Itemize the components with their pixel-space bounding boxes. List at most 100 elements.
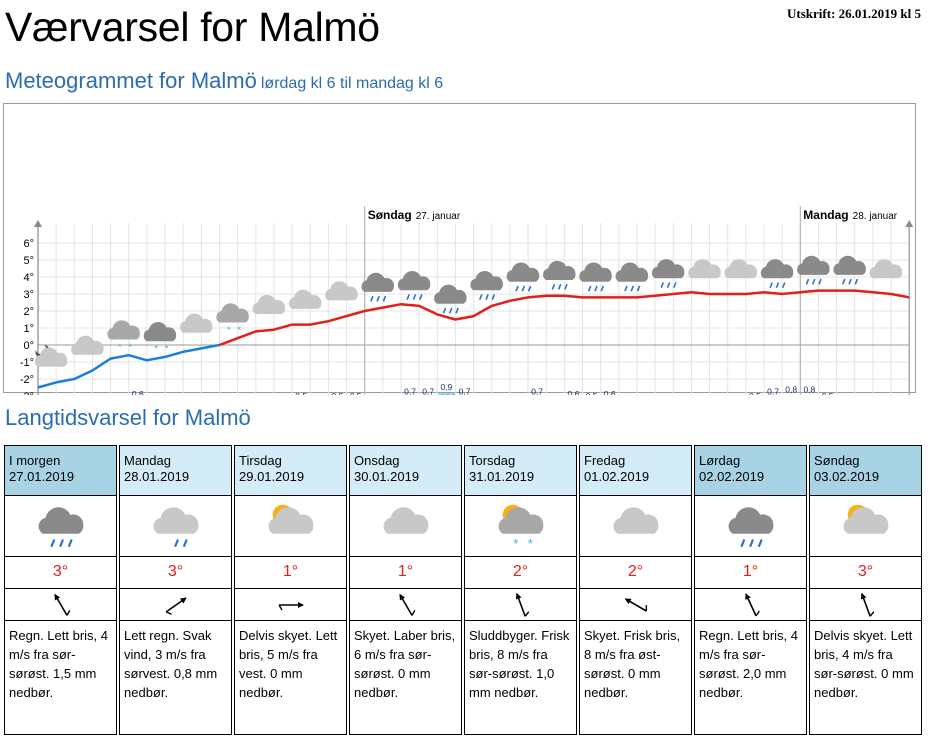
forecast-day-column: Tirsdag 29.01.2019 1° Delvis skyet. Lett … — [234, 445, 347, 735]
wind-direction — [515, 592, 529, 617]
y-tick-label: -3° — [20, 391, 34, 395]
cloud-icon — [252, 294, 286, 314]
precip-max-label: 0,5 — [586, 391, 598, 395]
forecast-wind-cell — [350, 589, 461, 621]
precip-max-label: 0,7 — [531, 387, 543, 395]
wind-direction — [165, 596, 187, 615]
snowflake: * — [227, 325, 231, 336]
forecast-temperature: 2° — [580, 557, 691, 589]
forecast-day-column: I morgen 27.01.2019 3° Regn. Lett bris, 4… — [4, 445, 117, 735]
forecast-description: Delvis skyet. Lett bris, 5 m/s fra vest.… — [239, 628, 338, 700]
light-rain-icon — [153, 507, 198, 548]
forecast-temperature: 3° — [810, 557, 921, 589]
forecast-day-name: Lørdag — [699, 453, 741, 468]
cloud-icon — [869, 259, 903, 279]
forecast-description: Delvis skyet. Lett bris, 4 m/s fra sør-s… — [814, 628, 914, 700]
cloud-icon — [180, 313, 213, 333]
arrow-feather — [165, 610, 172, 615]
wind-arrow-icon — [398, 593, 415, 616]
y-tick-label: 0° — [23, 340, 34, 352]
cloud-shape — [325, 281, 358, 301]
forecast-symbol-cell — [120, 496, 231, 557]
y-tick-label: 6° — [23, 238, 34, 250]
y-tick-label: 4° — [23, 272, 34, 284]
forecast-wind-cell — [580, 589, 691, 621]
cloud-shape — [107, 320, 140, 340]
forecast-day-name: Fredag — [584, 453, 626, 468]
cloud-shape — [180, 313, 213, 333]
raindrop — [757, 539, 763, 548]
forecast-description: Skyet. Frisk bris, 8 m/s fra øst-sørøst.… — [584, 628, 681, 700]
raindrop — [748, 539, 754, 548]
cloud-shape — [579, 262, 612, 282]
forecast-symbol-cell — [695, 496, 806, 557]
cloud-shape — [252, 294, 286, 314]
raindrop — [49, 539, 55, 548]
forecast-day-header: Fredag 01.02.2019 — [580, 446, 691, 496]
raindrop — [376, 295, 380, 302]
raindrop — [769, 282, 773, 289]
forecast-date: 03.02.2019 — [814, 469, 880, 484]
rain-icon — [760, 259, 794, 289]
page-title: Værvarsel for Malmö — [5, 4, 380, 50]
sun-cloud-icon — [268, 504, 313, 534]
cloud-snow-icon: * * — [107, 320, 140, 353]
raindrop — [491, 294, 496, 300]
precip-max-label: 0,7 — [767, 387, 779, 395]
cloud-icon — [71, 335, 104, 355]
precip-max-label: 0,5 — [332, 391, 344, 395]
y-tick-label: 3° — [23, 289, 34, 301]
cloud-shape — [615, 262, 649, 282]
rain-icon — [470, 271, 503, 300]
forecast-day-header: Onsdag 30.01.2019 — [350, 446, 461, 496]
wind-direction — [860, 592, 874, 617]
forecast-day-name: I morgen — [9, 453, 61, 468]
arrow-head — [179, 597, 187, 603]
wind-arrow-icon — [165, 596, 187, 615]
precip-max-label: 0,8 — [785, 384, 797, 394]
day-date: 28. januar — [853, 211, 898, 222]
forecast-symbol-cell — [810, 496, 921, 557]
y-axis-arrow-icon — [34, 220, 42, 227]
raindrop — [781, 282, 786, 289]
raindrop — [739, 539, 745, 548]
cloud-shape — [869, 259, 903, 279]
forecast-day-name: Onsdag — [354, 453, 400, 468]
precip-max-label: 0,5 — [822, 391, 834, 395]
forecast-day-name: Torsdag — [469, 453, 516, 468]
cloud-shape — [153, 507, 198, 534]
forecast-wind-cell — [810, 589, 921, 621]
raindrop — [418, 294, 423, 300]
forecast-symbol-cell — [350, 496, 461, 557]
precip-max-label: 0,9 — [440, 382, 452, 392]
forecast-date: 01.02.2019 — [584, 469, 650, 484]
cloud-shape — [361, 272, 394, 292]
wind-direction — [53, 593, 70, 616]
raindrop — [811, 278, 816, 285]
forecast-day-column: Onsdag 30.01.2019 1° Skyet. Laber bris, 6… — [349, 445, 462, 735]
raindrop — [666, 282, 671, 289]
cloud-shape — [470, 271, 503, 291]
precip-max-label: 0,6 — [604, 389, 616, 395]
raindrop — [448, 307, 453, 314]
forecast-temperature: 1° — [695, 557, 806, 589]
weather-symbol — [383, 507, 428, 534]
raindrop — [515, 285, 519, 292]
raindrop — [485, 294, 489, 300]
day-name: Søndag — [368, 208, 412, 222]
raindrop — [805, 278, 810, 285]
precip-max-label: 0,4 — [368, 393, 380, 395]
cloud-shape — [506, 262, 540, 282]
cloud-icon — [288, 289, 322, 309]
cloud-shape — [383, 507, 428, 534]
precip-max-label: 0,5 — [350, 391, 362, 395]
y-tick-label: -1° — [20, 357, 34, 369]
cloud-shape — [288, 289, 322, 309]
cloud-shape — [34, 347, 68, 367]
rain-icon — [833, 255, 866, 285]
sun-sleet-icon: * * — [498, 504, 543, 551]
cloud-shape — [613, 507, 658, 534]
forecast-temperature: 2° — [465, 557, 576, 589]
raindrop — [182, 539, 188, 548]
rain-icon — [615, 262, 649, 292]
